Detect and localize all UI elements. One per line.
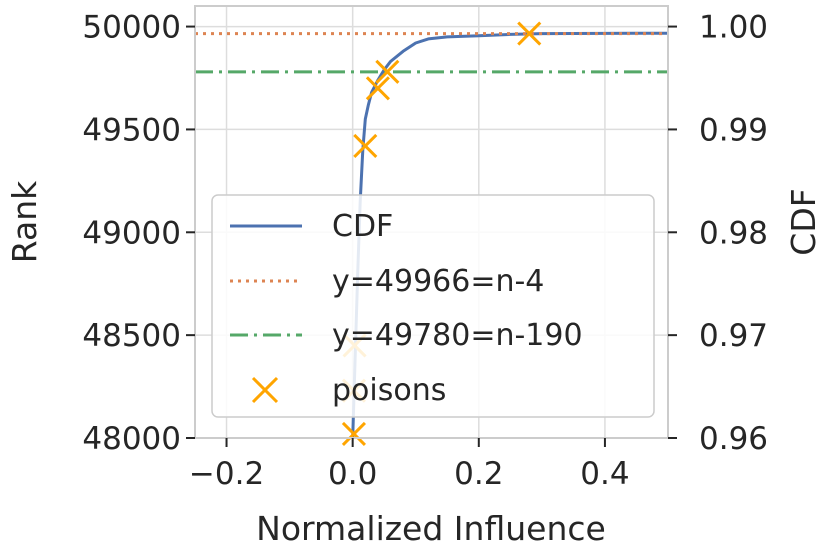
y-tick-label: 50000: [82, 10, 181, 46]
y-axis-label: Rank: [5, 180, 44, 263]
poison-marker-stroke: [341, 421, 366, 446]
x-tick-label: 0.4: [580, 456, 629, 492]
x-tick-label: 0.0: [328, 456, 377, 492]
y2-tick-label: 0.98: [699, 215, 768, 251]
poison-marker-stroke: [517, 21, 542, 46]
legend-label-n-4: y=49966=n-4: [332, 264, 544, 299]
y2-axis-label: CDF: [784, 188, 823, 255]
axis-ticks: −0.2 0.0 0.2 0.4 48000 48500 49000 49500 50000 0.…: [82, 10, 768, 492]
legend-label-poisons: poisons: [332, 373, 446, 408]
x-axis-label: Normalized Influence: [256, 509, 606, 548]
legend: CDF y=49966=n-4 y=49780=n-190 poisons: [211, 194, 655, 418]
y-tick-label: 48500: [82, 318, 181, 354]
poison-marker: [375, 59, 400, 84]
poison-marker: [517, 21, 542, 46]
poison-marker: [353, 133, 378, 158]
poison-marker-stroke: [353, 133, 378, 158]
poison-marker-stroke: [365, 76, 390, 101]
poison-marker: [341, 421, 366, 446]
y-tick-label: 48000: [82, 421, 181, 457]
x-tick-label: 0.2: [454, 456, 503, 492]
plot-frame: [194, 5, 669, 439]
y-tick-label: 49000: [82, 215, 181, 251]
series-lines: [195, 31, 669, 439]
y2-tick-label: 0.97: [699, 318, 768, 354]
legend-box: [211, 194, 655, 418]
legend-swatch-poisons: [251, 376, 279, 404]
y2-tick-label: 0.96: [699, 421, 768, 457]
cdf-line: [351, 31, 669, 439]
x-tick-label: −0.2: [189, 456, 264, 492]
y2-tick-label: 0.99: [699, 112, 768, 148]
poison-marker: [365, 76, 390, 101]
legend-label-cdf: CDF: [332, 209, 393, 244]
y-tick-label: 49500: [82, 112, 181, 148]
poison-marker-stroke: [375, 59, 400, 84]
legend-label-n-190: y=49780=n-190: [332, 318, 583, 353]
y2-tick-label: 1.00: [699, 10, 768, 46]
